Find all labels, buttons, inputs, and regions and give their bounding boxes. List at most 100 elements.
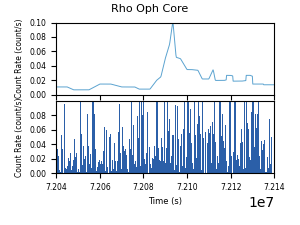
Bar (235, 101, 236, 173)
Bar (167, 101, 168, 173)
Bar (114, 143, 115, 173)
Bar (70, 153, 71, 173)
Bar (80, 101, 81, 173)
Bar (89, 164, 90, 173)
Bar (88, 146, 89, 173)
Bar (199, 101, 200, 173)
Bar (238, 102, 239, 173)
Bar (188, 101, 189, 173)
Bar (139, 101, 140, 173)
Bar (191, 143, 192, 173)
Bar (85, 156, 86, 173)
Bar (207, 143, 208, 173)
Bar (228, 166, 229, 173)
Bar (163, 171, 164, 173)
Bar (256, 128, 257, 173)
Bar (116, 162, 117, 173)
Bar (121, 169, 122, 173)
Bar (238, 159, 239, 173)
Bar (81, 134, 82, 173)
Bar (141, 101, 142, 173)
Bar (214, 133, 215, 173)
Bar (242, 142, 243, 173)
Bar (240, 143, 241, 173)
Bar (73, 160, 74, 173)
Bar (255, 114, 256, 173)
Bar (129, 139, 130, 173)
Bar (236, 160, 237, 173)
Bar (127, 169, 128, 173)
Bar (195, 135, 196, 173)
Bar (87, 114, 88, 173)
Bar (171, 156, 172, 173)
Bar (222, 114, 223, 173)
Bar (269, 119, 270, 173)
Bar (202, 166, 203, 173)
Bar (110, 134, 111, 173)
Bar (64, 137, 65, 173)
Bar (92, 101, 93, 173)
Bar (262, 150, 263, 173)
Bar (258, 101, 259, 173)
Bar (178, 130, 179, 173)
Bar (174, 170, 175, 173)
Bar (164, 101, 165, 173)
Bar (212, 122, 213, 173)
Bar (59, 170, 60, 173)
Bar (60, 172, 61, 173)
Bar (130, 149, 131, 173)
Bar (263, 144, 264, 173)
Bar (245, 167, 246, 173)
Bar (210, 126, 211, 173)
Bar (151, 169, 152, 173)
Bar (152, 158, 153, 173)
Bar (252, 101, 253, 173)
Bar (156, 101, 157, 173)
Bar (107, 167, 108, 173)
Bar (246, 101, 247, 173)
Bar (113, 169, 114, 173)
Bar (93, 101, 94, 173)
Bar (120, 153, 121, 173)
Bar (142, 115, 143, 173)
Bar (209, 133, 210, 173)
Bar (96, 171, 97, 173)
Bar (135, 161, 136, 173)
Bar (172, 135, 173, 173)
Bar (100, 164, 101, 173)
Bar (169, 119, 170, 173)
Bar (69, 161, 70, 173)
Bar (165, 163, 166, 173)
Bar (185, 168, 186, 173)
Bar (102, 164, 103, 173)
Bar (166, 148, 167, 173)
Bar (247, 123, 248, 173)
Bar (119, 104, 120, 173)
Bar (124, 151, 125, 173)
Bar (91, 168, 92, 173)
Bar (57, 149, 58, 173)
Bar (201, 170, 202, 173)
Bar (216, 169, 217, 173)
Bar (132, 155, 133, 173)
Bar (239, 166, 240, 173)
Bar (76, 153, 77, 173)
Bar (161, 138, 162, 173)
X-axis label: Time (s): Time (s) (148, 197, 182, 206)
Y-axis label: Count Rate (count/s): Count Rate (count/s) (15, 19, 24, 99)
Bar (267, 157, 268, 173)
Bar (266, 172, 267, 173)
Bar (184, 101, 185, 173)
Bar (154, 146, 155, 173)
Bar (271, 137, 272, 173)
Bar (128, 172, 129, 173)
Bar (133, 125, 134, 173)
Bar (270, 164, 271, 173)
Bar (254, 147, 255, 173)
Bar (118, 132, 119, 173)
Y-axis label: Count Rate (count/s): Count Rate (count/s) (15, 97, 24, 177)
Bar (147, 112, 148, 173)
Bar (205, 132, 206, 173)
Bar (65, 168, 66, 173)
Bar (257, 114, 258, 173)
